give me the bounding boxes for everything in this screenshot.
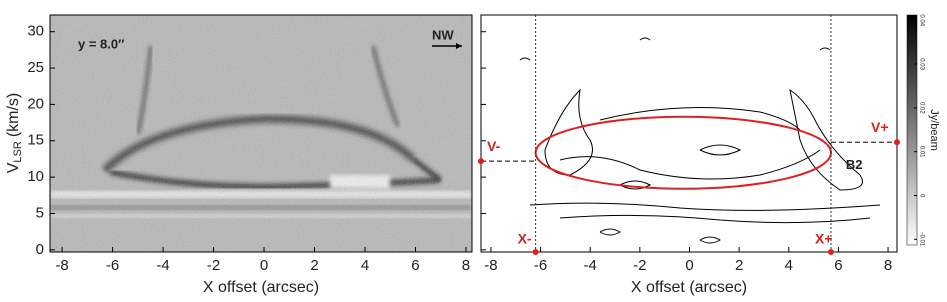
colorbar-label: Jy/beam: [928, 109, 940, 151]
x-tick-label: -8: [484, 257, 497, 274]
x-tick-label: -8: [55, 257, 68, 274]
x-tick-label: 4: [785, 257, 793, 274]
annotation: NW: [432, 27, 454, 42]
colorbar: [906, 14, 918, 246]
y-label-main: V: [5, 162, 22, 173]
colorbar-tick-label: 0: [918, 194, 924, 198]
x-tick-label: 0: [685, 257, 693, 274]
y-tick-label: 25: [27, 59, 44, 76]
y-axis-label: VLSR (km/s): [5, 93, 24, 174]
x-tick-label: 2: [310, 257, 318, 274]
x-marker-label: X-: [518, 231, 532, 247]
colorbar-tick-label: -0.01: [918, 232, 924, 246]
x-tick-label: 8: [884, 257, 892, 274]
y-marker-dot: [478, 158, 484, 165]
x-axis-label: X offset (arcsec): [203, 279, 319, 296]
x-tick-label: -6: [106, 257, 119, 274]
colorbar-tick-label: 0.01: [918, 146, 924, 158]
x-tick-label: -4: [156, 257, 169, 274]
annotation: y = 8.0″: [78, 36, 124, 51]
colorbar-tick-label: 0.03: [918, 58, 924, 70]
x-tick-label: -2: [207, 257, 220, 274]
feature-label: B2: [846, 157, 863, 172]
x-marker-label: X+: [815, 231, 833, 247]
x-tick-label: 0: [260, 257, 268, 274]
colorbar-tick-label: 0.02: [918, 102, 924, 114]
colorbar-tick-label: 0.04: [918, 14, 924, 26]
x-marker-dot: [827, 249, 834, 255]
y-tick-label: 20: [27, 95, 44, 112]
nw-arrowhead: [456, 43, 462, 49]
plot-frame: [49, 14, 473, 253]
plot-frame: [480, 14, 898, 253]
x-tick-label: -2: [633, 257, 646, 274]
x-tick-label: 6: [834, 257, 842, 274]
y-tick-label: 5: [36, 204, 44, 221]
y-marker-label: V-: [487, 138, 501, 154]
x-tick-label: 8: [462, 257, 470, 274]
contours: [519, 37, 881, 244]
y-marker-dot: [894, 139, 900, 146]
y-label-unit: (km/s): [5, 93, 22, 137]
y-marker-label: V+: [871, 119, 889, 135]
x-marker-dot: [532, 249, 539, 255]
y-tick-label: 30: [27, 23, 44, 40]
x-tick-label: 6: [411, 257, 419, 274]
x-tick-label: -6: [534, 257, 547, 274]
x-tick-label: -4: [584, 257, 597, 274]
x-axis-label: X offset (arcsec): [631, 279, 747, 296]
y-label-sub: LSR: [12, 141, 24, 162]
pv-image: [50, 15, 472, 252]
x-tick-label: 2: [735, 257, 743, 274]
y-tick-label: 10: [27, 168, 44, 185]
x-tick-label: 4: [361, 257, 369, 274]
y-tick-label: 15: [27, 132, 44, 149]
y-tick-label: 0: [36, 241, 44, 258]
